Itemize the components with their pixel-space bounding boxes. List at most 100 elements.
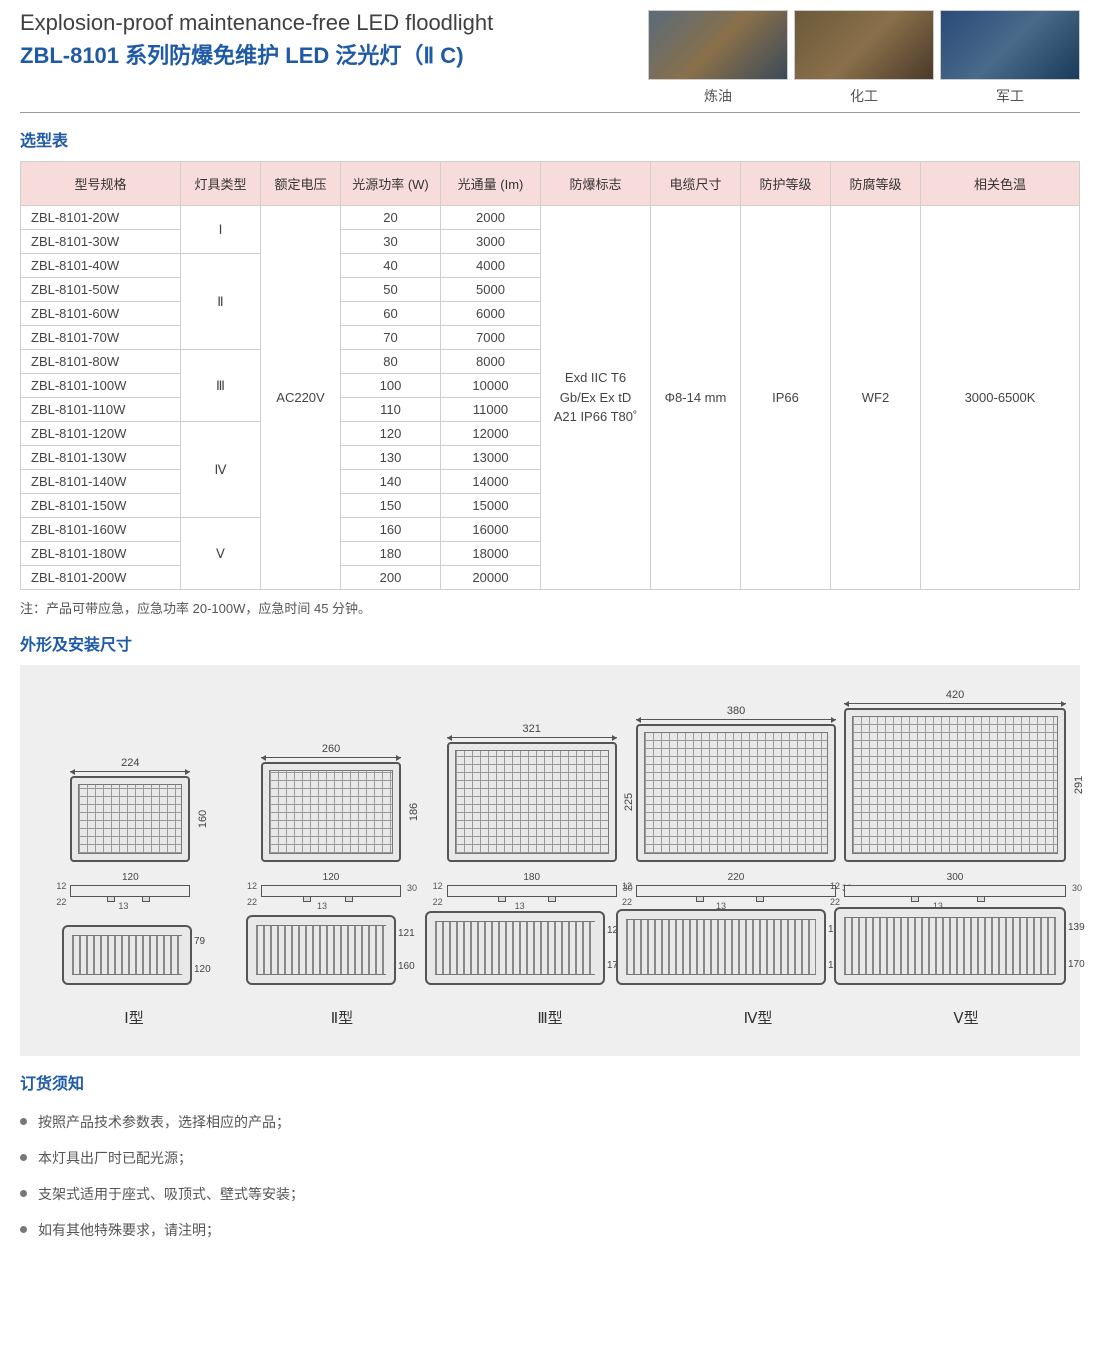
diagram-side: 129 170	[422, 911, 608, 985]
thumb-military-image	[940, 10, 1080, 80]
thumb-refinery-image	[648, 10, 788, 80]
mount-bracket-icon	[756, 896, 764, 902]
diagram-type-label-cell: Ⅱ型	[242, 995, 442, 1028]
diagram-top: 220 12 22 13 30	[636, 872, 836, 897]
cell-lumen: 20000	[441, 566, 541, 590]
cell-model: ZBL-8101-200W	[21, 566, 181, 590]
cell-model: ZBL-8101-180W	[21, 542, 181, 566]
mount-bracket-icon	[696, 896, 704, 902]
heatsink-fins-icon	[256, 925, 386, 975]
spec-header-cell: 光源功率 (W)	[341, 162, 441, 206]
top-view-bar	[70, 885, 190, 897]
dim-h2: 22	[433, 897, 443, 907]
title-english: Explosion-proof maintenance-free LED flo…	[20, 10, 648, 36]
ordering-item: 支架式适用于座式、吸顶式、壁式等安装；	[20, 1176, 1080, 1212]
type-label: Ⅴ型	[866, 1007, 1066, 1028]
diagram-front: 260 186	[235, 743, 428, 862]
dim-width-line	[844, 703, 1066, 704]
cell-power: 150	[341, 494, 441, 518]
diagram-type-label-cell: Ⅲ型	[450, 995, 650, 1028]
dim-bracket-width: 220	[728, 872, 745, 883]
led-grid-icon	[644, 732, 828, 854]
dim-h1: 12	[56, 881, 66, 891]
top-view-bar	[261, 885, 401, 897]
cell-power: 50	[341, 278, 441, 302]
heatsink-fins-icon	[72, 935, 182, 975]
cell-power: 30	[341, 230, 441, 254]
section-title-selection: 选型表	[20, 127, 1080, 151]
cell-lumen: 5000	[441, 278, 541, 302]
cell-cable: Φ8-14 mm	[651, 206, 741, 590]
cell-lumen: 13000	[441, 446, 541, 470]
diagram-bar-row: 120 12 22 13 120 12 22 13	[34, 872, 1066, 897]
diagram-side: 79 120	[34, 925, 220, 985]
diagram-front: 224 160	[34, 757, 227, 862]
cell-power: 40	[341, 254, 441, 278]
diagram-side-row: 79 120 121 160 129 170 137 170	[34, 907, 1066, 985]
cell-lumen: 12000	[441, 422, 541, 446]
cell-lamp-type: Ⅴ	[181, 518, 261, 590]
dim-sd1: 121	[398, 928, 415, 939]
cell-ex_mark: Exd IIC T6 Gb/Ex Ex tD A21 IP66 T80˚	[541, 206, 651, 590]
side-view-box: 129 170	[425, 911, 605, 985]
diagram-front: 380 261	[636, 705, 836, 862]
thumb-chemical: 化工	[794, 10, 934, 106]
ordering-item: 按照产品技术参数表，选择相应的产品；	[20, 1104, 1080, 1140]
spec-header-cell: 电缆尺寸	[651, 162, 741, 206]
dim-t: 13	[317, 901, 327, 911]
cell-lumen: 4000	[441, 254, 541, 278]
mount-bracket-icon	[107, 896, 115, 902]
cell-wf: WF2	[831, 206, 921, 590]
diagram-side: 139 170	[834, 907, 1066, 985]
side-view-box: 137 170	[616, 909, 826, 985]
thumb-military-label: 军工	[940, 86, 1080, 106]
spec-header-cell: 灯具类型	[181, 162, 261, 206]
side-view-box: 139 170	[834, 907, 1066, 985]
diagram-top: 120 12 22 13	[34, 872, 227, 897]
cell-power: 120	[341, 422, 441, 446]
section-title-ordering: 订货须知	[20, 1070, 1080, 1094]
thumb-military: 军工	[940, 10, 1080, 106]
front-view-box: 160	[70, 776, 190, 862]
cell-lumen: 16000	[441, 518, 541, 542]
type-label: Ⅰ型	[34, 1007, 234, 1028]
mount-bracket-icon	[977, 896, 985, 902]
diagram-front: 420 291	[844, 689, 1066, 862]
side-dim-labels: 79 120	[194, 927, 224, 983]
dim-width-label: 420	[844, 689, 1066, 701]
side-view-box: 79 120	[62, 925, 192, 985]
dim-h1: 12	[830, 881, 840, 891]
cell-power: 70	[341, 326, 441, 350]
dim-bracket-width: 180	[523, 872, 540, 883]
front-view-box: 261	[636, 724, 836, 862]
dim-sd2: 160	[398, 961, 415, 972]
cell-model: ZBL-8101-70W	[21, 326, 181, 350]
cell-power: 130	[341, 446, 441, 470]
header-divider	[20, 112, 1080, 113]
mount-bracket-icon	[498, 896, 506, 902]
heatsink-fins-icon	[844, 917, 1056, 975]
mount-bracket-icon	[303, 896, 311, 902]
dim-width-line	[447, 737, 617, 738]
dim-width-line	[70, 771, 190, 772]
spec-header-cell: 相关色温	[921, 162, 1080, 206]
spec-table: 型号规格灯具类型额定电压光源功率 (W)光通量 (Im)防爆标志电缆尺寸防护等级…	[20, 161, 1080, 590]
diagram-type-label-cell: Ⅴ型	[866, 995, 1066, 1028]
dim-width-label: 321	[435, 723, 628, 735]
cell-model: ZBL-8101-50W	[21, 278, 181, 302]
dim-h1: 12	[433, 881, 443, 891]
dim-height-label: 186	[408, 803, 420, 821]
cell-power: 20	[341, 206, 441, 230]
side-dim-labels: 139 170	[1068, 909, 1098, 983]
cell-lumen: 8000	[441, 350, 541, 374]
dim-h1: 12	[247, 881, 257, 891]
thumb-chemical-label: 化工	[794, 86, 934, 106]
cell-model: ZBL-8101-100W	[21, 374, 181, 398]
thumb-refinery: 炼油	[648, 10, 788, 106]
ordering-list: 按照产品技术参数表，选择相应的产品；本灯具出厂时已配光源；支架式适用于座式、吸顶…	[20, 1104, 1080, 1248]
diagram-label-row: Ⅰ型Ⅱ型Ⅲ型Ⅳ型Ⅴ型	[34, 995, 1066, 1028]
cell-model: ZBL-8101-110W	[21, 398, 181, 422]
diagram-panel: 224 160 260 186 321 225 380 261 420 291	[20, 665, 1080, 1056]
type-label: Ⅱ型	[242, 1007, 442, 1028]
cell-lumen: 18000	[441, 542, 541, 566]
